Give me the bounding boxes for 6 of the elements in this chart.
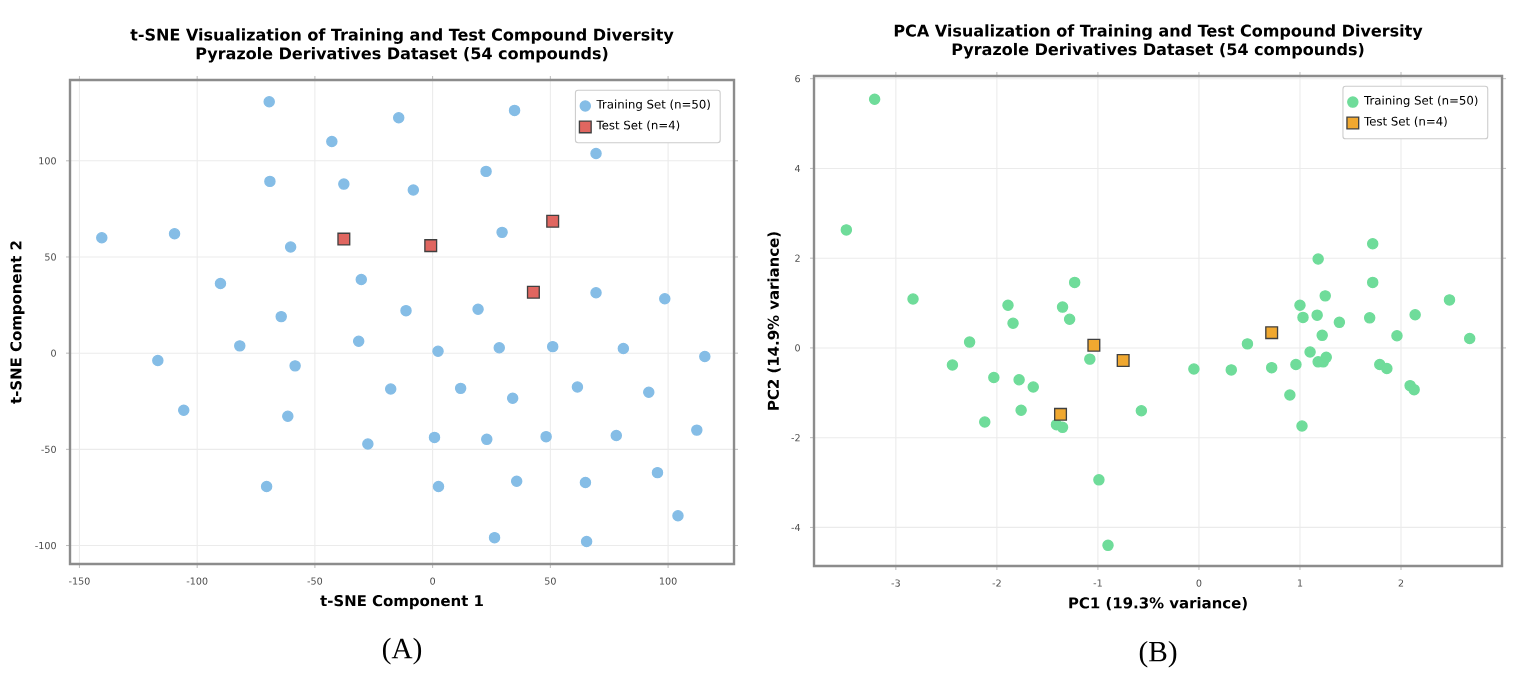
chart-title: PCA Visualization of Training and Test Compound Diversity bbox=[894, 24, 1423, 40]
text: (B) bbox=[1139, 640, 1177, 668]
chart-title: t-SNE Visualization of Training and Test Compound Diversity bbox=[130, 28, 674, 44]
text: (A) bbox=[382, 637, 422, 665]
chart-subtitle: Pyrazole Derivatives Dataset (54 compounds) bbox=[196, 46, 608, 63]
chart-subtitle: Pyrazole Derivatives Dataset (54 compounds) bbox=[952, 42, 1364, 59]
